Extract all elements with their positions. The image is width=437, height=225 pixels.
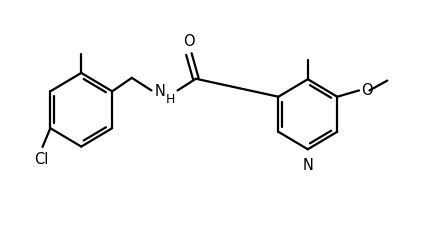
Text: H: H [166,92,175,105]
Text: N: N [155,84,166,99]
Text: N: N [302,158,313,173]
Text: Cl: Cl [35,151,49,166]
Text: O: O [361,83,373,98]
Text: O: O [183,34,195,49]
